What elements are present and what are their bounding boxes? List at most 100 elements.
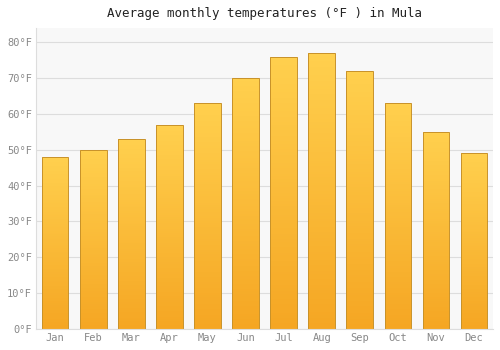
Bar (346, 213, 373, 216)
Bar (460, 162, 487, 164)
Bar (346, 270, 373, 272)
Bar (308, 67, 335, 70)
Bar (156, 141, 182, 143)
Bar (194, 158, 221, 160)
Bar (460, 312, 487, 313)
Bar (80, 245, 106, 246)
Bar (80, 193, 106, 195)
Bar (384, 180, 411, 182)
Bar (346, 138, 373, 141)
Bar (156, 227, 182, 229)
Bar (308, 136, 335, 139)
Bar (422, 142, 450, 144)
Bar (346, 272, 373, 275)
Bar (308, 86, 335, 89)
Bar (42, 300, 68, 301)
Bar (346, 187, 373, 190)
Bar (156, 192, 182, 194)
Bar (156, 168, 182, 170)
Bar (194, 162, 221, 164)
Bar (422, 286, 450, 287)
Bar (156, 184, 182, 186)
Bar (80, 223, 106, 225)
Bar (194, 142, 221, 144)
Bar (42, 174, 68, 176)
Bar (384, 245, 411, 248)
Bar (194, 228, 221, 230)
Bar (422, 276, 450, 278)
Bar (460, 225, 487, 227)
Bar (194, 309, 221, 311)
Bar (118, 208, 144, 209)
Bar (232, 106, 259, 108)
Bar (232, 176, 259, 178)
Bar (346, 303, 373, 306)
Bar (460, 197, 487, 199)
Bar (422, 264, 450, 266)
Bar (118, 204, 144, 205)
Bar (460, 190, 487, 192)
Bar (42, 296, 68, 298)
Bar (156, 264, 182, 266)
Bar (346, 262, 373, 264)
Bar (422, 211, 450, 213)
Bar (118, 270, 144, 272)
Bar (308, 186, 335, 188)
Bar (80, 268, 106, 270)
Bar (80, 218, 106, 220)
Bar (270, 228, 297, 231)
Bar (384, 322, 411, 324)
Bar (194, 311, 221, 313)
Bar (194, 135, 221, 137)
Bar (422, 191, 450, 193)
Bar (270, 81, 297, 84)
Bar (384, 184, 411, 187)
Bar (42, 293, 68, 294)
Bar (80, 270, 106, 272)
Bar (80, 250, 106, 252)
Bar (384, 139, 411, 142)
Bar (422, 287, 450, 289)
Bar (80, 230, 106, 232)
Bar (42, 167, 68, 169)
Bar (422, 213, 450, 215)
Bar (118, 185, 144, 187)
Bar (156, 212, 182, 215)
Bar (346, 231, 373, 233)
Bar (460, 220, 487, 222)
Bar (232, 261, 259, 264)
Bar (460, 234, 487, 236)
Bar (346, 133, 373, 135)
Bar (232, 299, 259, 301)
Bar (460, 313, 487, 315)
Bar (118, 232, 144, 234)
Bar (42, 226, 68, 228)
Bar (156, 166, 182, 168)
Bar (156, 161, 182, 163)
Bar (384, 277, 411, 279)
Bar (232, 186, 259, 189)
Bar (460, 288, 487, 290)
Bar (232, 214, 259, 216)
Bar (422, 175, 450, 177)
Bar (194, 315, 221, 317)
Bar (232, 204, 259, 206)
Bar (80, 150, 106, 329)
Bar (118, 325, 144, 327)
Bar (422, 254, 450, 256)
Bar (156, 290, 182, 292)
Bar (422, 307, 450, 309)
Bar (384, 248, 411, 250)
Bar (460, 159, 487, 160)
Bar (118, 217, 144, 219)
Bar (346, 143, 373, 146)
Bar (118, 150, 144, 152)
Bar (422, 317, 450, 319)
Bar (270, 108, 297, 111)
Bar (156, 268, 182, 270)
Bar (384, 216, 411, 218)
Bar (118, 160, 144, 162)
Bar (42, 272, 68, 274)
Bar (460, 302, 487, 304)
Bar (346, 290, 373, 293)
